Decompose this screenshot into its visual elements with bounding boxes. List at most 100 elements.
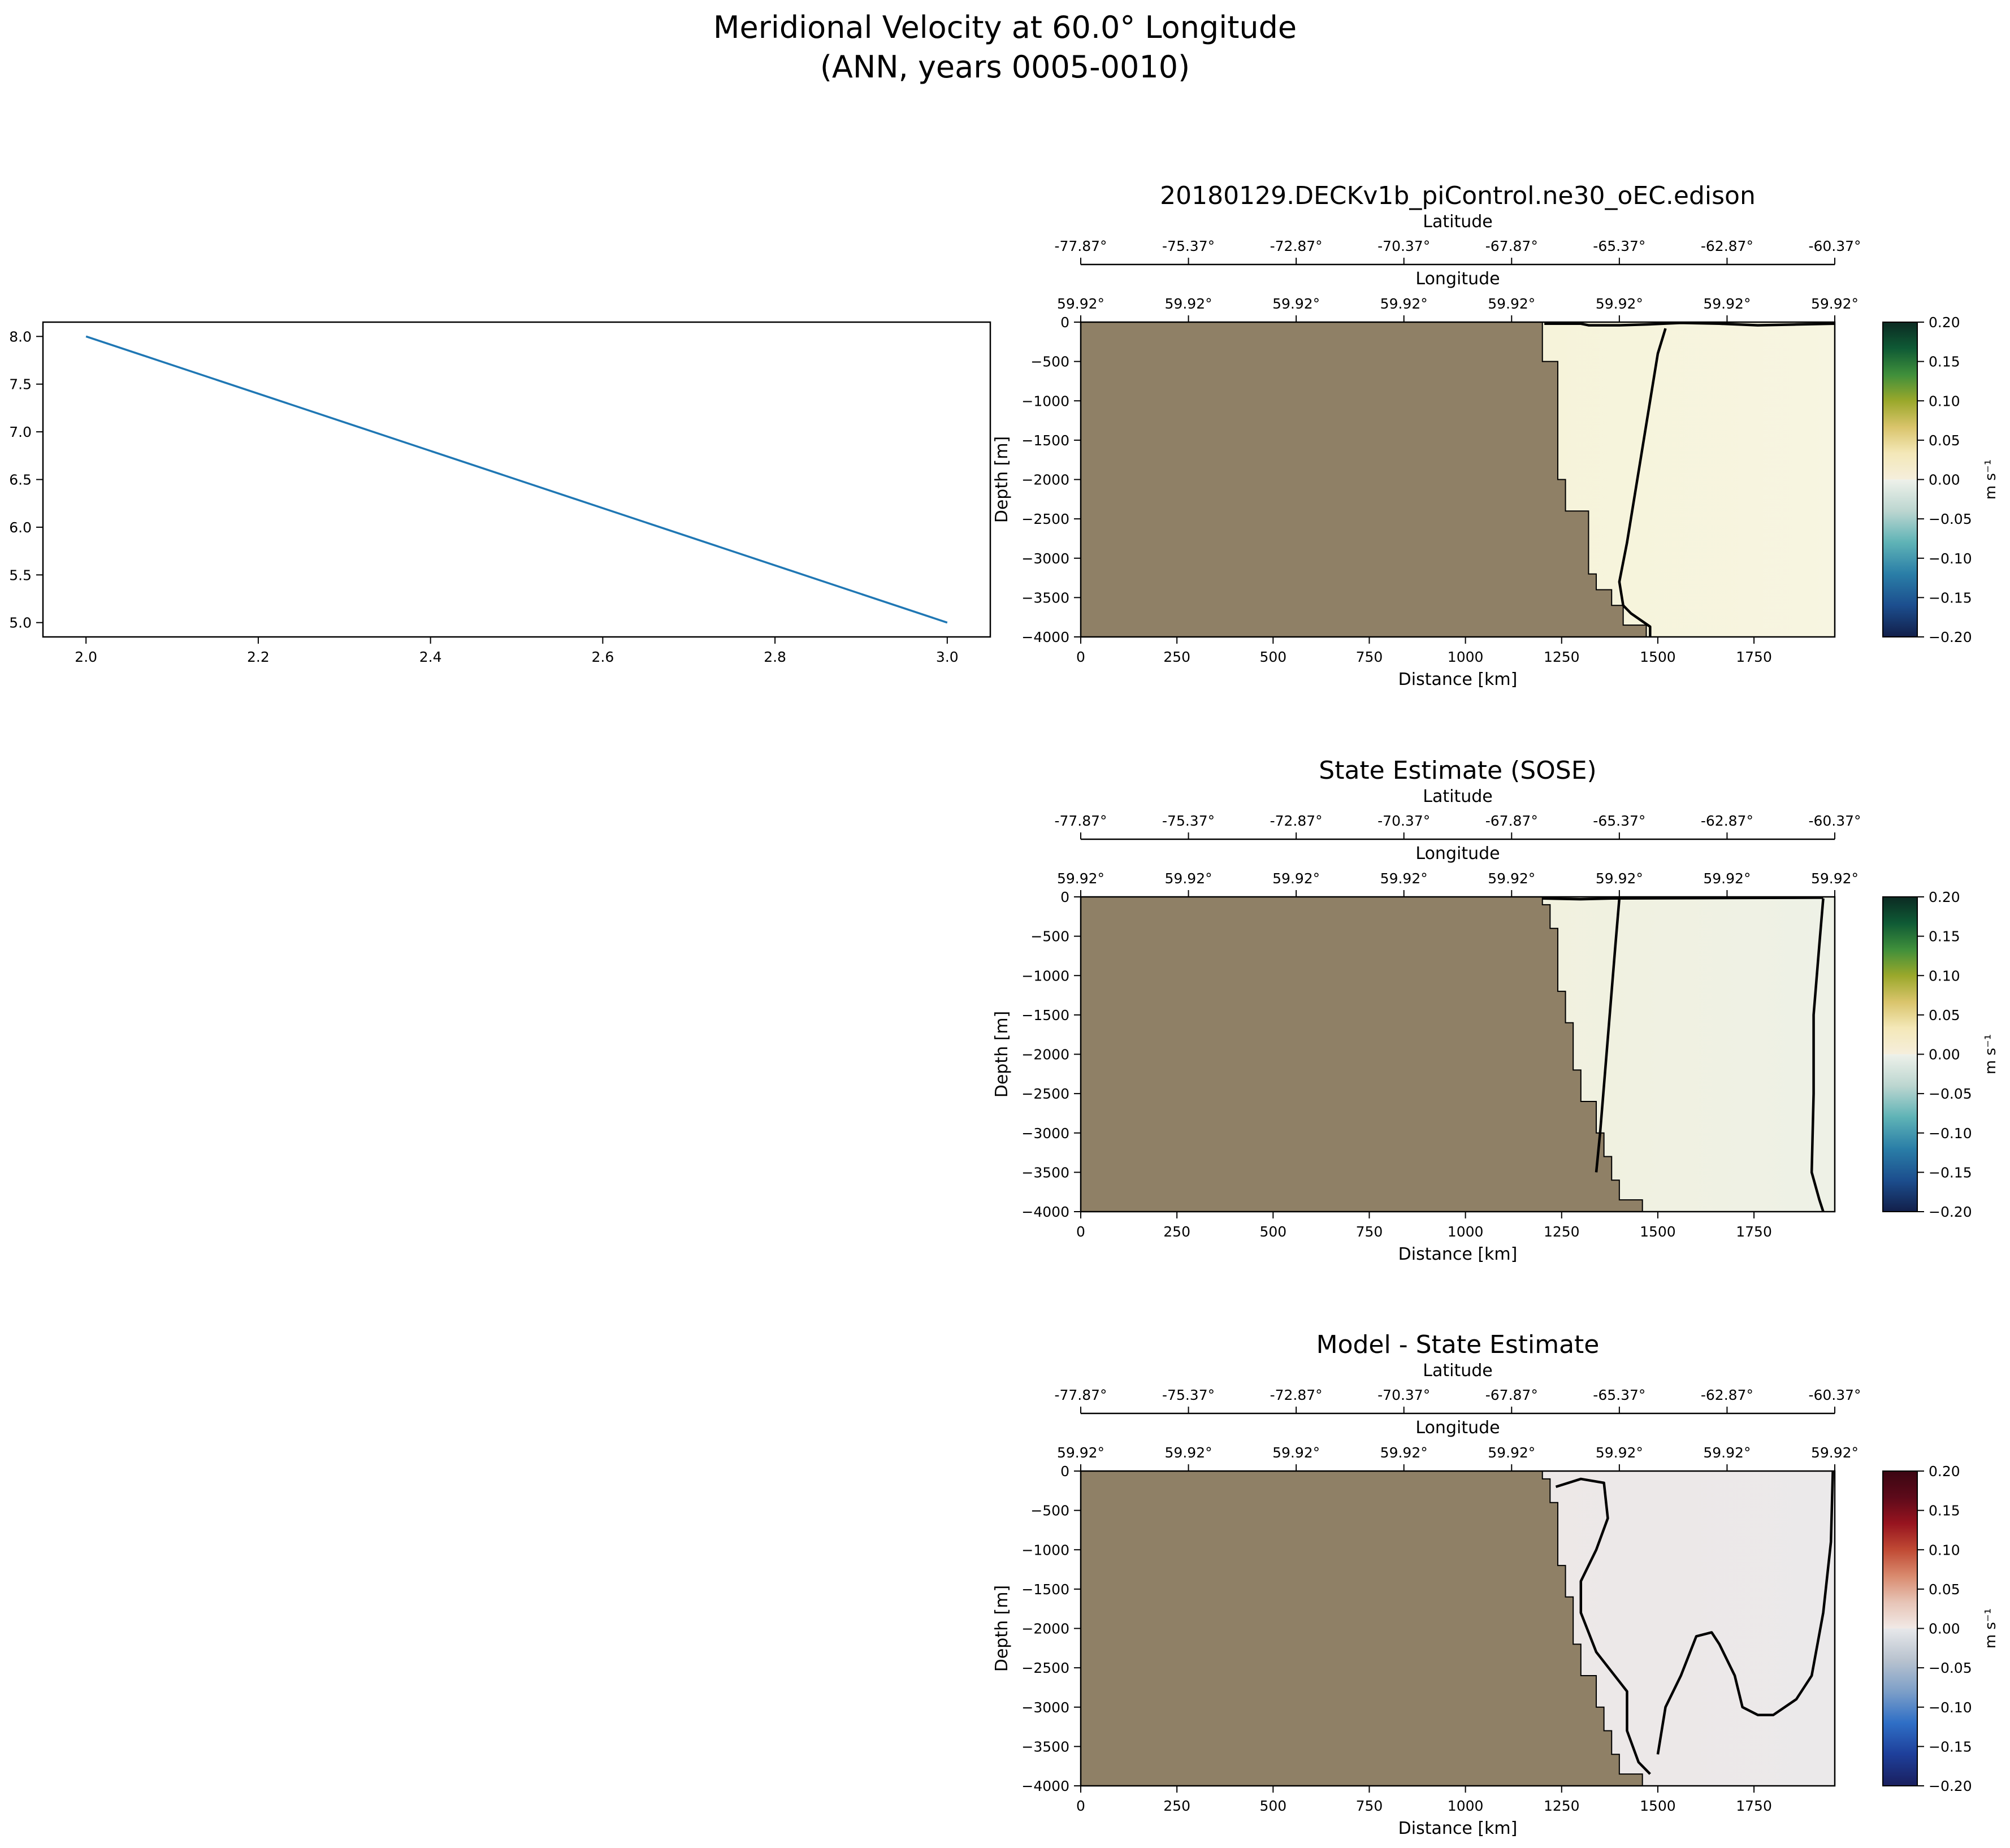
colorbar (1882, 1470, 1918, 1786)
x-tick-label: 1000 (1448, 1224, 1484, 1240)
y-tick-label: −1500 (1021, 1007, 1069, 1023)
y-tick-label: −3500 (1021, 589, 1069, 606)
x-tick-label: 2.2 (247, 649, 270, 665)
colorbar-tick-label: 0.10 (1929, 1542, 1960, 1558)
lon-tick-label: 59.92° (1811, 296, 1859, 312)
panel-title: State Estimate (SOSE) (1319, 756, 1596, 785)
lat-tick-label: -65.37° (1593, 813, 1645, 829)
figure-title-line1: Meridional Velocity at 60.0° Longitude (713, 10, 1297, 45)
lat-tick-label: -67.87° (1485, 1387, 1538, 1403)
y-tick-label: −3000 (1021, 1125, 1069, 1142)
y-tick-label: 8.0 (9, 328, 32, 345)
lon-tick-label: 59.92° (1596, 870, 1643, 887)
lon-axis-label: Longitude (1415, 844, 1500, 864)
colorbar-tick-label: 0.10 (1929, 393, 1960, 409)
y-tick-label: −2500 (1021, 1660, 1069, 1676)
colorbar-tick-label: 0.15 (1929, 354, 1960, 370)
y-tick-label: −4000 (1021, 1778, 1069, 1794)
x-axis-label: Distance [km] (1398, 1244, 1518, 1264)
transect-panel-2: 0 250 500 750 1000 1250 1500 1750 Distance [km] 0… (992, 756, 1999, 1264)
lat-tick-label: -65.37° (1593, 238, 1645, 254)
y-tick-label: −1500 (1021, 1581, 1069, 1598)
lon-tick-label: 59.92° (1596, 1444, 1643, 1461)
y-tick-label: 6.0 (9, 519, 32, 536)
lon-tick-label: 59.92° (1057, 1444, 1104, 1461)
colorbar-tick-label: 0.05 (1929, 1007, 1960, 1023)
x-tick-label: 250 (1163, 1798, 1190, 1814)
zero-contour (1555, 1477, 1651, 1775)
x-tick-label: 750 (1356, 1798, 1383, 1814)
x-tick-label: 500 (1259, 649, 1286, 665)
colorbar-tick-label: −0.15 (1929, 1164, 1972, 1181)
series-line (85, 335, 948, 624)
line-chart-panel: 2.0 2.2 2.4 2.6 2.8 3.0 5.0 5.5 6.0 6.5 7.0 7.5 8.0 (9, 321, 991, 665)
y-tick-label: 0 (1060, 314, 1069, 331)
y-tick-label: 6.5 (9, 472, 32, 488)
lon-tick-label: 59.92° (1165, 296, 1212, 312)
y-tick-label: −3500 (1021, 1164, 1069, 1181)
lat-tick-label: -77.87° (1054, 813, 1107, 829)
lat-tick-label: -67.87° (1485, 813, 1538, 829)
colorbar-tick-label: 0.10 (1929, 968, 1960, 984)
x-tick-label: 2.4 (419, 649, 442, 665)
x-tick-label: 2.6 (591, 649, 614, 665)
x-tick-label: 500 (1259, 1798, 1286, 1814)
x-tick-label: 2.0 (75, 649, 97, 665)
x-axis-label: Distance [km] (1398, 1819, 1518, 1838)
lat-tick-label: -60.37° (1808, 1387, 1861, 1403)
colorbar-tick-label: 0.00 (1929, 472, 1960, 488)
y-tick-label: −4000 (1021, 1204, 1069, 1220)
y-tick-label: −3500 (1021, 1738, 1069, 1755)
colorbar-tick-label: −0.05 (1929, 511, 1972, 527)
lon-tick-label: 59.92° (1380, 296, 1428, 312)
lat-tick-label: -77.87° (1054, 1387, 1107, 1403)
colorbar-tick-label: 0.00 (1929, 1047, 1960, 1063)
lon-axis-label: Longitude (1415, 1418, 1500, 1438)
y-tick-label: −1000 (1021, 1542, 1069, 1558)
lat-tick-label: -77.87° (1054, 238, 1107, 254)
lat-tick-label: -60.37° (1808, 813, 1861, 829)
colorbar (1882, 322, 1918, 637)
lat-tick-label: -65.37° (1593, 1387, 1645, 1403)
colorbar-tick-label: 0.15 (1929, 1503, 1960, 1519)
zero-contour (1544, 322, 1835, 327)
lon-axis-label: Longitude (1415, 269, 1500, 289)
lat-tick-label: -75.37° (1162, 1387, 1215, 1403)
colorbar-tick-label: −0.10 (1929, 1125, 1972, 1142)
colorbar-label: m s⁻¹ (1982, 1608, 1999, 1649)
y-tick-label: −1500 (1021, 432, 1069, 449)
colorbar-tick-label: 0.05 (1929, 432, 1960, 449)
lon-tick-label: 59.92° (1703, 1444, 1751, 1461)
lat-tick-label: -70.37° (1377, 813, 1430, 829)
y-tick-label: −2000 (1021, 472, 1069, 488)
lat-tick-label: -62.87° (1701, 813, 1753, 829)
y-tick-label: 7.5 (9, 376, 32, 393)
colorbar-tick-label: −0.15 (1929, 589, 1972, 606)
lon-tick-label: 59.92° (1596, 296, 1643, 312)
y-tick-label: −1000 (1021, 393, 1069, 409)
lat-tick-label: -67.87° (1485, 238, 1538, 254)
x-tick-label: 500 (1259, 1224, 1286, 1240)
x-tick-label: 2.8 (764, 649, 786, 665)
lon-tick-label: 59.92° (1272, 870, 1320, 887)
figure-title: Meridional Velocity at 60.0° Longitude (… (0, 8, 2010, 87)
y-tick-label: −2500 (1021, 1086, 1069, 1102)
colorbar-label: m s⁻¹ (1982, 459, 1999, 500)
colorbar-tick-label: 0.20 (1929, 314, 1960, 331)
colorbar-tick-label: 0.20 (1929, 1463, 1960, 1480)
colorbar-tick-label: 0.15 (1929, 929, 1960, 945)
zero-contour (1595, 898, 1621, 1173)
y-tick-label: 0 (1060, 889, 1069, 905)
x-tick-label: 750 (1356, 1224, 1383, 1240)
zero-contour (1542, 896, 1823, 901)
x-tick-label: 1750 (1736, 1798, 1772, 1814)
colorbar-tick-label: −0.10 (1929, 1699, 1972, 1716)
x-tick-label: 1750 (1736, 649, 1772, 665)
lon-tick-label: 59.92° (1272, 296, 1320, 312)
x-tick-label: 3.0 (936, 649, 959, 665)
lat-tick-label: -75.37° (1162, 238, 1215, 254)
y-tick-label: −4000 (1021, 629, 1069, 645)
x-tick-label: 0 (1076, 649, 1085, 665)
y-tick-label: 5.5 (9, 567, 32, 583)
y-tick-label: −500 (1030, 929, 1069, 945)
